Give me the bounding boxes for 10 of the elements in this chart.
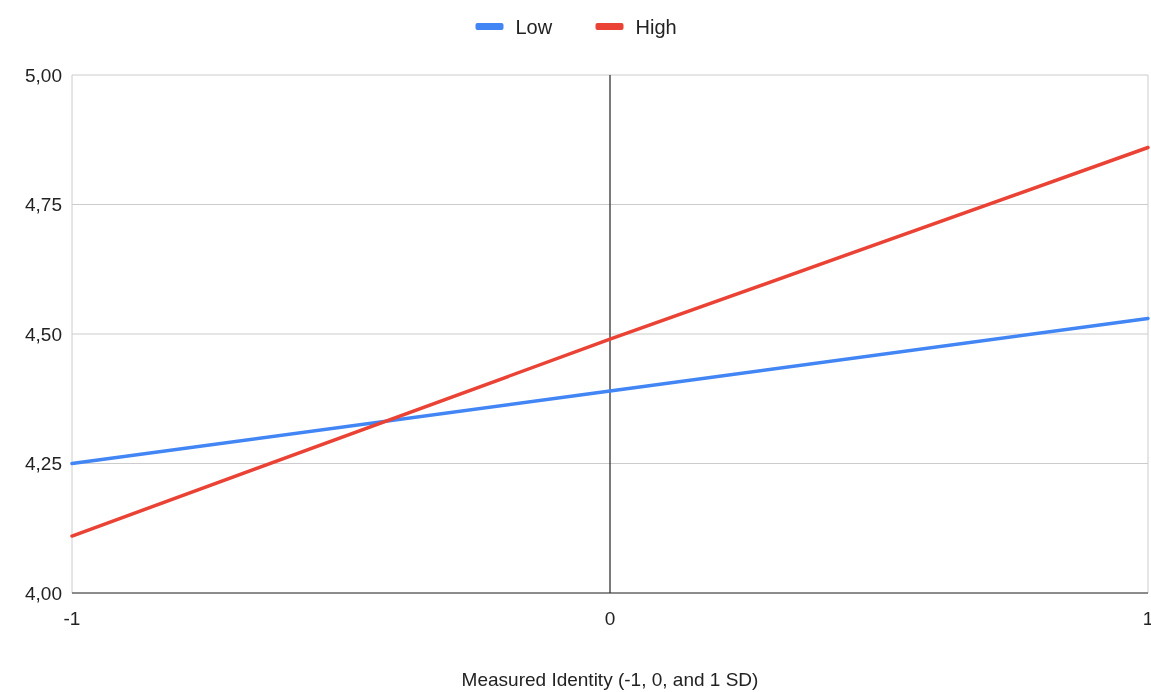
x-tick-label: 0: [604, 608, 616, 629]
y-tick-label: 4,50: [25, 323, 62, 345]
y-tick-label: 5,00: [25, 64, 62, 86]
y-tick-label: 4,75: [25, 194, 62, 216]
x-axis-title: Measured Identity (-1, 0, and 1 SD): [461, 669, 759, 690]
x-tick-label: -1: [63, 608, 81, 629]
legend-label: High: [635, 16, 677, 38]
y-tick-label: 4,00: [25, 582, 62, 604]
y-tick-label: 4,25: [25, 453, 62, 475]
legend-label: Low: [515, 16, 553, 38]
